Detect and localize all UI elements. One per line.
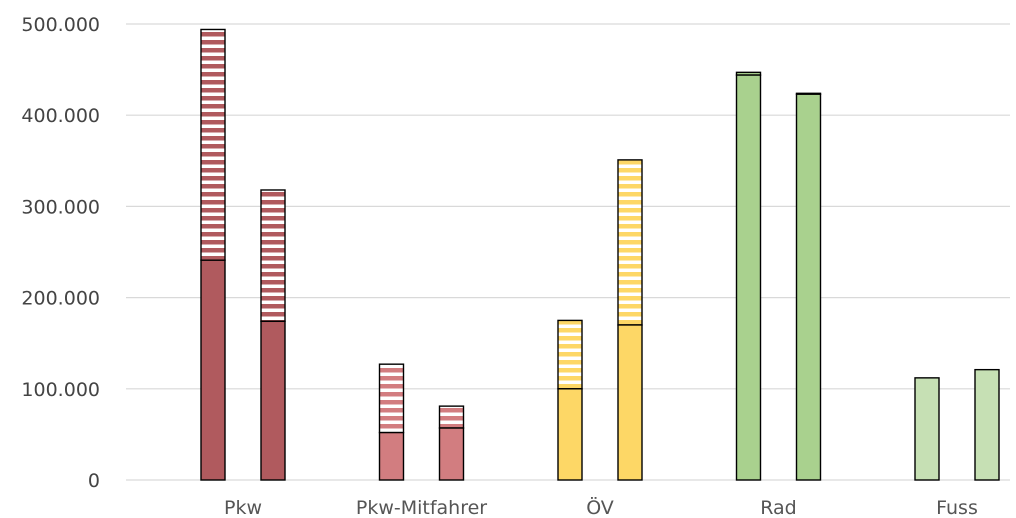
category-label: Fuss	[936, 497, 978, 518]
bar-segment-striped	[557, 319, 583, 390]
bar-segment-solid	[795, 93, 822, 481]
bar	[557, 319, 583, 481]
bar	[735, 71, 762, 481]
bar	[795, 92, 822, 481]
bar-segment-solid	[200, 259, 226, 481]
bar-segment-solid	[557, 388, 583, 481]
bar-segment-striped	[260, 189, 286, 323]
y-tick-label: 400.000	[21, 105, 100, 127]
bar	[438, 405, 465, 481]
category-label: Pkw-Mitfahrer	[356, 497, 487, 518]
bars	[200, 28, 1000, 481]
y-tick-label: 0	[88, 470, 100, 492]
category-label: Rad	[760, 497, 797, 518]
bar-segment-solid	[378, 431, 405, 481]
bar-segment-striped	[378, 363, 405, 434]
bar-segment-striped	[438, 405, 465, 429]
category-labels: Pkw Pkw-Mitfahrer ÖV Rad Fuss	[224, 496, 978, 518]
y-tick-label: 300.000	[21, 196, 100, 218]
bar	[914, 377, 940, 481]
y-tick-label: 200.000	[21, 288, 100, 310]
bar	[260, 189, 286, 481]
y-axis-tick-labels: 0 100.000 200.000 300.000 400.000 500.000	[21, 14, 100, 492]
bar-segment-striped	[617, 159, 643, 326]
bar-segment-striped	[200, 28, 226, 261]
bar-segment-solid	[974, 368, 1000, 481]
bar	[378, 363, 405, 481]
bar	[617, 159, 643, 481]
bar-segment-solid	[735, 74, 762, 481]
bar	[200, 28, 226, 481]
bar-segment-solid	[914, 377, 940, 481]
bar-segment-solid	[617, 324, 643, 481]
bar-segment-solid	[438, 427, 465, 481]
y-tick-label: 100.000	[21, 379, 100, 401]
bar-segment-solid	[260, 320, 286, 481]
y-tick-label: 500.000	[21, 14, 100, 36]
category-label: Pkw	[224, 497, 262, 518]
bar	[974, 368, 1000, 481]
category-label: ÖV	[586, 496, 614, 518]
